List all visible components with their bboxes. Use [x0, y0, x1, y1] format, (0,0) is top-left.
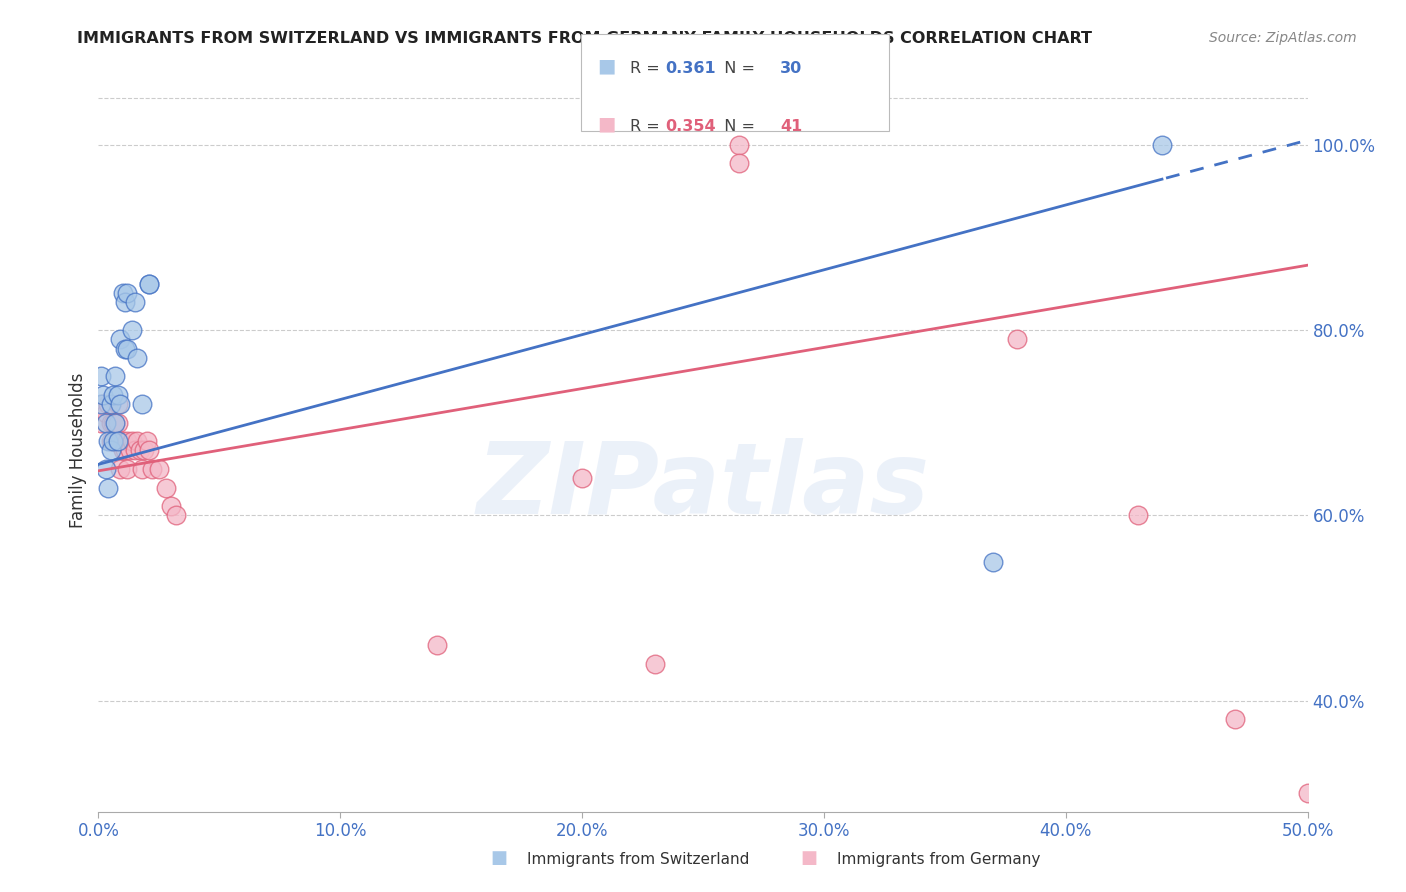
- Text: ZIPatlas: ZIPatlas: [477, 438, 929, 535]
- Point: [94, 462, 117, 476]
- Point: [138, 277, 160, 291]
- Point: [1223, 712, 1246, 726]
- Text: 41: 41: [780, 119, 803, 134]
- Text: N =: N =: [714, 61, 761, 76]
- Point: [108, 462, 131, 476]
- Point: [100, 397, 122, 411]
- Point: [107, 397, 129, 411]
- Point: [91, 388, 114, 402]
- Point: [104, 434, 127, 449]
- Point: [121, 434, 143, 449]
- Point: [104, 416, 127, 430]
- Point: [117, 285, 139, 300]
- Point: [107, 434, 129, 449]
- Point: [141, 462, 163, 476]
- Point: [138, 277, 160, 291]
- Point: [108, 332, 131, 346]
- Point: [728, 137, 751, 152]
- Text: N =: N =: [714, 119, 761, 134]
- Point: [155, 481, 177, 495]
- Point: [127, 434, 149, 449]
- Point: [111, 285, 134, 300]
- Point: [131, 462, 153, 476]
- Point: [97, 397, 120, 411]
- Point: [1007, 332, 1029, 346]
- Point: [124, 443, 146, 458]
- Y-axis label: Family Households: Family Households: [69, 373, 87, 528]
- Point: [131, 397, 153, 411]
- Point: [1152, 137, 1174, 152]
- Point: [148, 462, 170, 476]
- Point: [101, 416, 124, 430]
- Point: [97, 481, 120, 495]
- Point: [104, 369, 127, 384]
- Point: [104, 416, 127, 430]
- Point: [107, 416, 129, 430]
- Text: ■: ■: [598, 114, 616, 133]
- Point: [97, 434, 120, 449]
- Point: [108, 397, 131, 411]
- Text: ■: ■: [598, 56, 616, 75]
- Point: [426, 638, 449, 652]
- Text: ■: ■: [491, 849, 508, 867]
- Point: [118, 443, 141, 458]
- Text: 0.361: 0.361: [665, 61, 716, 76]
- Text: IMMIGRANTS FROM SWITZERLAND VS IMMIGRANTS FROM GERMANY FAMILY HOUSEHOLDS CORRELA: IMMIGRANTS FROM SWITZERLAND VS IMMIGRANT…: [77, 31, 1092, 46]
- Point: [160, 499, 183, 513]
- Point: [165, 508, 187, 523]
- Point: [117, 434, 139, 449]
- Text: Immigrants from Germany: Immigrants from Germany: [837, 852, 1040, 867]
- Point: [108, 434, 131, 449]
- Point: [90, 369, 112, 384]
- Point: [117, 462, 139, 476]
- Text: Immigrants from Switzerland: Immigrants from Switzerland: [527, 852, 749, 867]
- Point: [114, 295, 136, 310]
- Point: [100, 434, 122, 449]
- Point: [94, 416, 117, 430]
- Point: [111, 443, 134, 458]
- Point: [1128, 508, 1150, 523]
- Text: R =: R =: [630, 119, 665, 134]
- Point: [100, 443, 122, 458]
- Point: [728, 156, 751, 170]
- Point: [135, 434, 157, 449]
- Point: [91, 397, 114, 411]
- Point: [114, 443, 136, 458]
- Point: [128, 443, 150, 458]
- Point: [101, 434, 124, 449]
- Point: [1296, 786, 1319, 800]
- Point: [981, 555, 1004, 569]
- Text: ■: ■: [800, 849, 817, 867]
- Text: 0.354: 0.354: [665, 119, 716, 134]
- Point: [100, 416, 122, 430]
- Point: [90, 416, 112, 430]
- Point: [127, 351, 149, 365]
- Text: Source: ZipAtlas.com: Source: ZipAtlas.com: [1209, 31, 1357, 45]
- Point: [134, 443, 156, 458]
- Point: [117, 342, 139, 356]
- Point: [114, 342, 136, 356]
- Point: [94, 406, 117, 420]
- Point: [124, 295, 146, 310]
- Point: [111, 434, 134, 449]
- Point: [107, 388, 129, 402]
- Text: 30: 30: [780, 61, 803, 76]
- Point: [90, 397, 112, 411]
- Point: [101, 388, 124, 402]
- Text: R =: R =: [630, 61, 665, 76]
- Point: [571, 471, 593, 485]
- Point: [644, 657, 666, 671]
- Point: [138, 443, 160, 458]
- Point: [121, 323, 143, 337]
